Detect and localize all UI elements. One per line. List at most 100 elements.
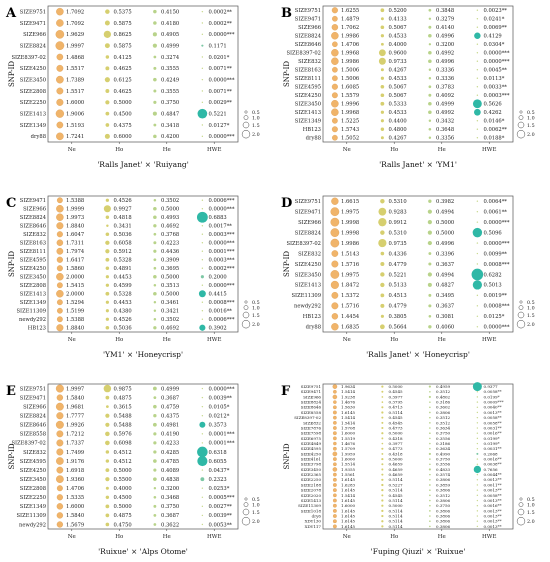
size-legend: 0.51.01.5 2.0	[241, 300, 260, 329]
ho-value: 0.5036	[114, 232, 132, 238]
hwe-bubble	[200, 275, 204, 279]
snp-id-label: SIZE8397-02	[294, 415, 321, 420]
ho-value: 0.9927	[114, 207, 132, 213]
snp-id-label: SIZE832	[298, 59, 321, 65]
he-bubble	[152, 43, 157, 48]
ho-bubble	[381, 525, 384, 528]
he-bubble	[153, 432, 157, 436]
ho-bubble	[381, 473, 384, 476]
ne-value: 1.9926	[66, 423, 84, 429]
hwe-bubble	[476, 221, 479, 223]
he-value: 0.4180	[161, 21, 179, 27]
hwe-bubble	[476, 26, 479, 28]
snp-id-label: SIZE7598	[301, 431, 322, 436]
x-tick-label: He	[438, 147, 446, 153]
ne-value: 1.9998	[341, 220, 359, 226]
ne-value: 1.7499	[66, 450, 84, 456]
hwe-bubble	[476, 60, 479, 62]
ne-bubble	[56, 512, 64, 519]
ho-bubble	[105, 100, 110, 105]
ne-bubble	[332, 519, 337, 524]
he-value: 0.4996	[436, 241, 454, 247]
he-value: 0.3783	[436, 85, 454, 91]
ne-bubble	[56, 448, 64, 456]
snp-id-label: SIZE2808	[20, 283, 46, 289]
ne-value: 1.6000	[341, 431, 355, 436]
ho-bubble	[105, 123, 110, 127]
he-value: 0.3982	[436, 199, 454, 205]
ho-bubble	[380, 272, 385, 277]
he-bubble	[429, 411, 431, 414]
ho-value: 0.9733	[389, 59, 407, 65]
ho-bubble	[381, 396, 384, 398]
hwe-bubble	[201, 301, 204, 303]
snp-id-label: XDY130	[305, 519, 322, 524]
hwe-value: 0.0013**	[484, 410, 502, 415]
ne-bubble	[333, 415, 337, 420]
ho-bubble	[105, 9, 110, 14]
hwe-value: 0.0008***	[484, 304, 510, 310]
ho-bubble	[381, 385, 384, 388]
ne-bubble	[331, 197, 339, 205]
ho-bubble	[105, 504, 110, 509]
he-value: 0.4905	[161, 32, 179, 38]
x-tick-label: Ho	[390, 337, 399, 343]
ne-value: 1.9975	[341, 272, 359, 278]
he-value: 0.3512	[436, 493, 450, 498]
ne-value: 1.7092	[66, 9, 84, 15]
size-legend-label: 1.0	[527, 503, 535, 509]
ne-bubble	[332, 66, 338, 73]
hwe-value: 0.4129	[484, 34, 502, 40]
size-legend-label: 0.5	[252, 110, 260, 116]
he-value: 0.3848	[436, 8, 454, 14]
ne-bubble	[55, 30, 65, 39]
ho-bubble	[381, 520, 384, 523]
hwe-bubble	[472, 382, 482, 392]
hwe-value: 0.0031**	[484, 425, 502, 430]
hwe-value: 0.0027**	[209, 504, 233, 510]
ho-value: 0.4545	[389, 389, 403, 394]
ne-bubble	[56, 299, 63, 306]
size-legend-label: 2.0	[527, 519, 535, 525]
snp-id-label: SIZE2250	[301, 477, 322, 482]
he-bubble	[428, 293, 432, 297]
hwe-bubble	[201, 284, 204, 286]
ho-value: 0.4779	[389, 304, 407, 310]
ne-bubble	[56, 412, 64, 420]
snp-id-label: SIZE4250	[295, 262, 321, 268]
he-value: 0.3750	[436, 503, 450, 508]
ho-bubble	[380, 303, 385, 308]
ne-value: 1.5561	[341, 472, 355, 477]
ne-value: 1.9006	[66, 111, 84, 117]
ho-value: 0.4336	[389, 251, 407, 257]
hwe-value: 0.0002***	[209, 266, 235, 272]
he-bubble	[152, 111, 157, 116]
ho-value: 0.5000	[114, 468, 132, 474]
hwe-value: 0.0064**	[484, 199, 508, 205]
he-value: 0.4999	[161, 43, 179, 49]
he-value: 0.4838	[161, 477, 179, 483]
hwe-value: 0.0212*	[209, 414, 230, 420]
size-legend-circle	[243, 305, 249, 310]
hwe-bubble	[472, 227, 483, 238]
ho-value: 0.6098	[114, 441, 132, 447]
ho-value: 0.5067	[389, 25, 407, 31]
hwe-bubble	[476, 77, 479, 79]
snp-id-label: newdy292	[19, 522, 46, 528]
x-tick-label: He	[438, 534, 446, 540]
ne-value: 1.6283	[341, 482, 355, 487]
hwe-value: 0.0069**	[484, 25, 508, 31]
hwe-value: 0.0016**	[209, 309, 233, 315]
hwe-value: 0.0000***	[209, 134, 235, 140]
size-legend-label: 2.0	[527, 322, 535, 328]
ne-bubble	[331, 250, 339, 257]
ne-bubble	[331, 100, 339, 108]
ho-bubble	[378, 217, 387, 227]
he-bubble	[429, 442, 431, 445]
ne-bubble	[56, 324, 64, 332]
hwe-bubble	[201, 405, 204, 408]
ne-value: 1.5006	[341, 68, 359, 74]
hwe-bubble	[197, 108, 208, 119]
he-value: 0.3750	[161, 504, 179, 510]
hwe-value: 0.0437*	[209, 468, 230, 474]
